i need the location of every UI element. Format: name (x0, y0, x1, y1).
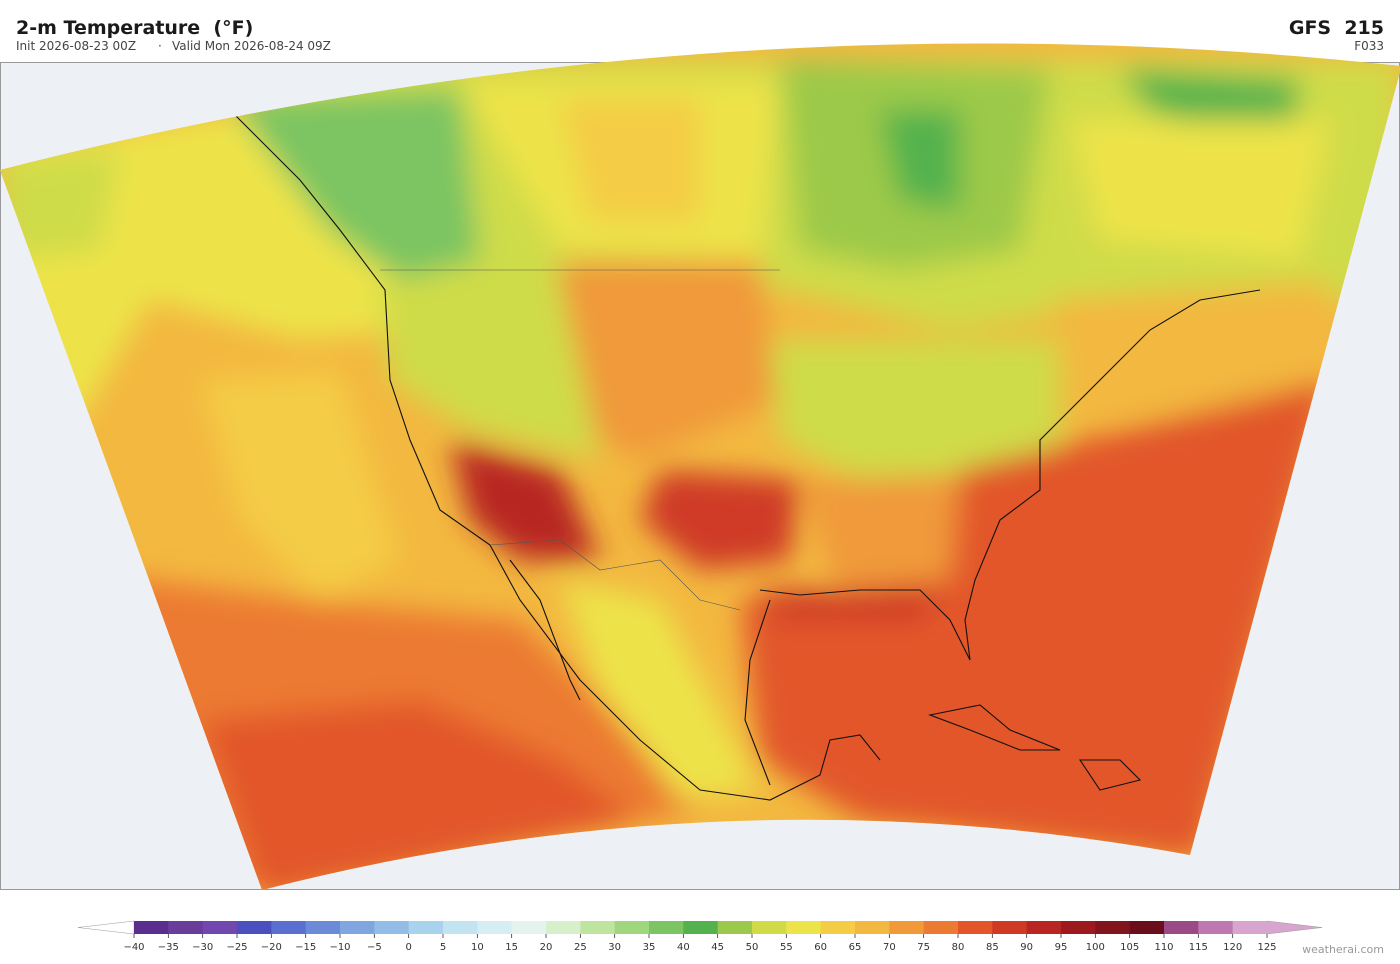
colorbar-segment (614, 921, 650, 934)
colorbar-segment (1061, 921, 1096, 934)
colorbar-segment (546, 921, 581, 934)
title: 2-m Temperature (°F) (16, 17, 253, 39)
colorbar-tick-label: −40 (123, 942, 144, 953)
colorbar-tick-label: 5 (440, 942, 446, 953)
colorbar-segment (923, 921, 959, 934)
colorbar-tick-label: −15 (295, 942, 316, 953)
colorbar-segment (1129, 921, 1165, 934)
colorbar-tick-label: 35 (643, 942, 656, 953)
colorbar-tick-label: 45 (711, 942, 724, 953)
colorbar-segment (820, 921, 856, 934)
colorbar-segment (683, 921, 719, 934)
colorbar-tick-label: 110 (1154, 942, 1173, 953)
colorbar-segment (408, 921, 444, 934)
temperature-field (0, 43, 1400, 890)
colorbar-segment (374, 921, 410, 934)
colorbar-tick-label: 125 (1257, 942, 1276, 953)
coastlines (229, 109, 1261, 801)
colorbar-tick-label: 25 (574, 942, 587, 953)
colorbar-segment (340, 921, 375, 934)
colorbar-tick-label: 40 (677, 942, 690, 953)
colorbar-tick-label: −30 (192, 942, 213, 953)
colorbar-segment (168, 921, 204, 934)
colorbar-tick-label: 120 (1223, 942, 1242, 953)
colorbar-tick-label: 80 (952, 942, 965, 953)
borders (380, 269, 780, 611)
colorbar-segment (237, 921, 272, 934)
colorbar-tick-label: −10 (329, 942, 350, 953)
colorbar-tick-label: 95 (1055, 942, 1068, 953)
colorbar-segment (443, 921, 478, 934)
colorbar-segment (134, 921, 169, 934)
colorbar-segment (1095, 921, 1131, 934)
colorbar-segment (855, 921, 890, 934)
colorbar-tick-label: 55 (780, 942, 793, 953)
colorbar-segment (511, 921, 547, 934)
init-time: Init 2026-08-23 00Z (16, 39, 136, 53)
colorbar-segment (752, 921, 787, 934)
forecast-hour: F033 (1354, 39, 1384, 53)
valid-time: Valid Mon 2026-08-24 09Z (172, 39, 331, 53)
colorbar-tick-label: −20 (261, 942, 282, 953)
colorbar-tick-label: −5 (367, 942, 382, 953)
credit: weatherai.com (1302, 943, 1384, 956)
colorbar-tick-label: 115 (1189, 942, 1208, 953)
colorbar-segment (202, 921, 238, 934)
colorbar-segment (477, 921, 513, 934)
colorbar-under (77, 920, 135, 935)
colorbar-segment (992, 921, 1028, 934)
colorbar-segment (1232, 921, 1268, 934)
colorbar-tick-label: 15 (505, 942, 518, 953)
colorbar-tick-label: 75 (917, 942, 930, 953)
colorbar-tick-label: 20 (540, 942, 553, 953)
colorbar-segment (1026, 921, 1062, 934)
colorbar-segment (305, 921, 341, 934)
colorbar-tick-label: 90 (1020, 942, 1033, 953)
colorbar-segment (958, 921, 993, 934)
colorbar-tick-label: 50 (746, 942, 759, 953)
colorbar-segment (649, 921, 684, 934)
model-name: GFS 215 (1289, 17, 1384, 39)
colorbar-tick-label: 65 (849, 942, 862, 953)
colorbar-tick-label: −25 (226, 942, 247, 953)
colorbar-segment (580, 921, 616, 934)
colorbar-tick-label: 70 (883, 942, 896, 953)
colorbar-segment (786, 921, 822, 934)
separator: · (158, 39, 162, 53)
colorbar-over (1266, 920, 1323, 935)
colorbar-tick-label: 0 (405, 942, 411, 953)
colorbar-tick-label: 30 (608, 942, 621, 953)
colorbar-segment (271, 921, 307, 934)
colorbar-tick-label: 105 (1120, 942, 1139, 953)
colorbar-tick-label: 10 (471, 942, 484, 953)
colorbar-tick-label: 100 (1086, 942, 1105, 953)
colorbar-segment (1164, 921, 1199, 934)
colorbar: −40 −35 −30 −25 −20 −15 −10 −5 0 5 10 15 20 25 30 35 40 4… (77, 920, 1323, 953)
colorbar-tick-label: 60 (814, 942, 827, 953)
colorbar-segment (889, 921, 925, 934)
colorbar-segment (717, 921, 753, 934)
colorbar-tick-label: −35 (158, 942, 179, 953)
colorbar-segment (1198, 921, 1234, 934)
colorbar-tick-label: 85 (986, 942, 999, 953)
